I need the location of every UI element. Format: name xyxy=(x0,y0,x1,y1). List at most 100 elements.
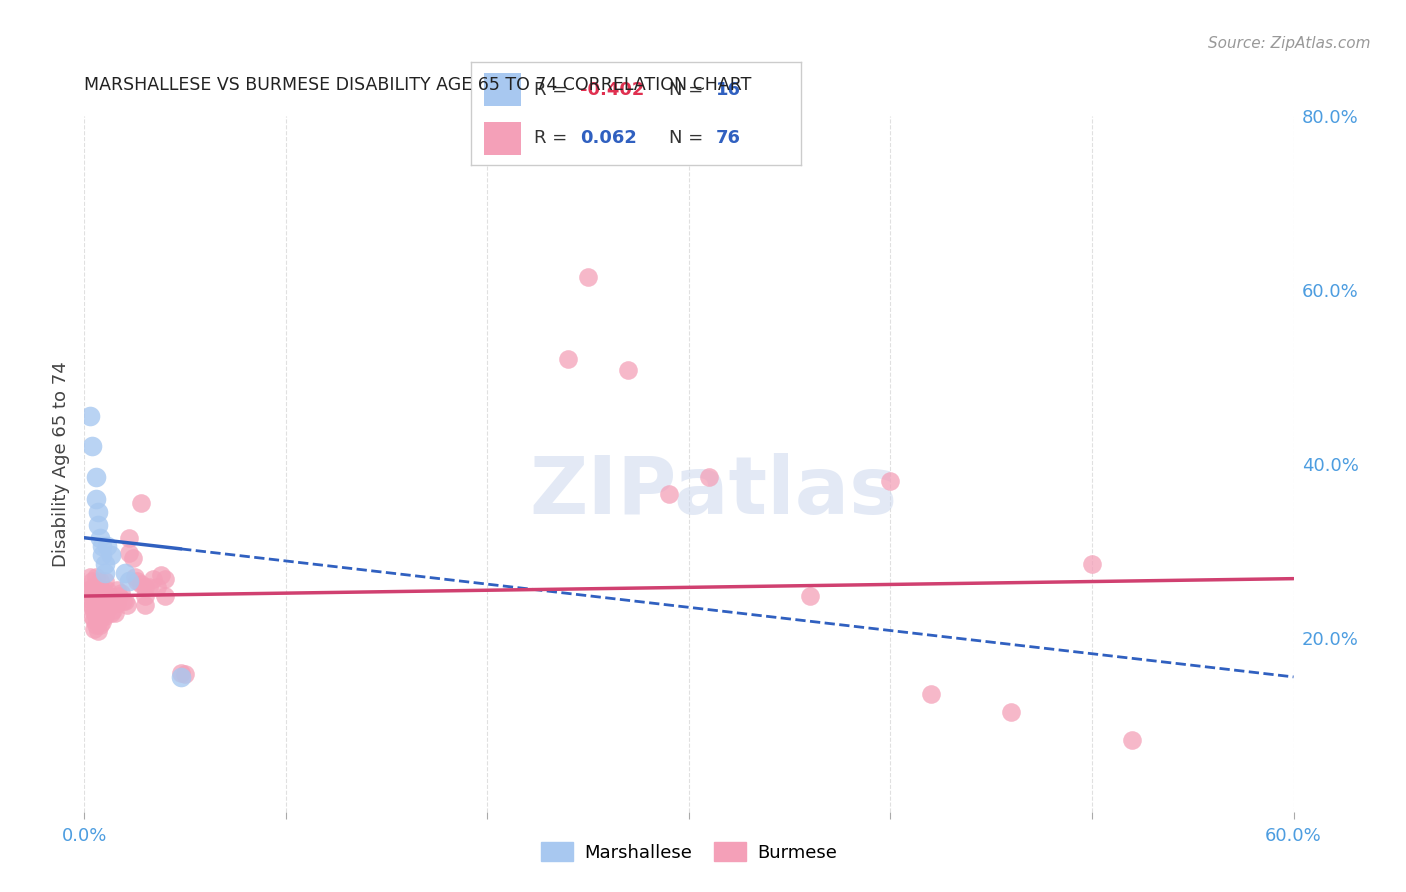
Point xyxy=(83,614,105,628)
Point xyxy=(111,594,134,608)
Point xyxy=(87,505,110,519)
Point xyxy=(142,572,165,586)
Point xyxy=(79,409,101,423)
Point xyxy=(79,596,101,610)
Point xyxy=(124,570,146,584)
Point xyxy=(89,617,111,632)
Point xyxy=(104,607,127,621)
Point xyxy=(617,363,640,377)
Point xyxy=(100,548,122,562)
Point xyxy=(89,531,111,545)
Point xyxy=(697,470,720,484)
Point xyxy=(97,600,120,615)
Point xyxy=(87,596,110,610)
Point xyxy=(83,578,105,592)
Text: -0.402: -0.402 xyxy=(581,80,644,99)
Point xyxy=(658,487,681,501)
Point xyxy=(86,491,108,506)
Text: N =: N = xyxy=(669,128,709,147)
Point xyxy=(93,609,115,624)
Point xyxy=(86,600,108,615)
Point xyxy=(82,440,104,454)
Point xyxy=(107,589,129,603)
Point xyxy=(114,594,136,608)
Point xyxy=(153,589,176,603)
Point xyxy=(86,591,108,606)
Legend: Marshallese, Burmese: Marshallese, Burmese xyxy=(534,835,844,869)
Point xyxy=(576,269,599,284)
Point xyxy=(79,582,101,597)
Point xyxy=(91,605,114,619)
Point xyxy=(87,624,110,638)
Point xyxy=(115,598,138,612)
Point xyxy=(83,622,105,636)
Point xyxy=(96,596,118,610)
Text: Source: ZipAtlas.com: Source: ZipAtlas.com xyxy=(1208,36,1371,51)
Point xyxy=(134,598,156,612)
Point xyxy=(799,589,821,603)
Point xyxy=(86,609,108,624)
Point xyxy=(87,582,110,597)
Point xyxy=(114,566,136,580)
Point xyxy=(118,574,141,589)
Point xyxy=(149,568,172,582)
Point xyxy=(134,589,156,603)
Point xyxy=(93,566,115,580)
Point xyxy=(82,587,104,601)
Point xyxy=(96,540,118,554)
Point xyxy=(100,594,122,608)
Point xyxy=(93,598,115,612)
Point xyxy=(82,574,104,589)
Point xyxy=(89,598,111,612)
Point xyxy=(101,591,124,606)
Point xyxy=(83,591,105,606)
Point xyxy=(134,580,156,594)
Point xyxy=(146,580,169,594)
Point xyxy=(93,585,115,599)
Point xyxy=(129,496,152,510)
Point xyxy=(125,574,148,589)
Point xyxy=(118,545,141,559)
Point xyxy=(170,665,193,680)
Y-axis label: Disability Age 65 to 74: Disability Age 65 to 74 xyxy=(52,361,70,566)
Point xyxy=(86,617,108,632)
Text: R =: R = xyxy=(534,80,572,99)
Point xyxy=(87,615,110,629)
Text: R =: R = xyxy=(534,128,578,147)
Point xyxy=(86,570,108,584)
Point xyxy=(91,582,114,597)
Text: N =: N = xyxy=(669,80,709,99)
Point xyxy=(91,615,114,629)
Point xyxy=(1121,733,1143,747)
Point xyxy=(77,582,100,597)
Point xyxy=(86,580,108,594)
Point xyxy=(91,594,114,608)
Point xyxy=(79,570,101,584)
Point xyxy=(87,517,110,532)
Point xyxy=(121,550,143,565)
Point xyxy=(129,577,152,591)
FancyBboxPatch shape xyxy=(484,122,520,155)
Point xyxy=(87,607,110,621)
Point xyxy=(93,557,115,571)
Point xyxy=(82,609,104,624)
Point xyxy=(89,587,111,601)
Point xyxy=(170,670,193,684)
Point xyxy=(82,600,104,615)
Text: MARSHALLESE VS BURMESE DISABILITY AGE 65 TO 74 CORRELATION CHART: MARSHALLESE VS BURMESE DISABILITY AGE 65… xyxy=(84,76,752,94)
Point xyxy=(89,609,111,624)
Point xyxy=(105,582,128,597)
Point xyxy=(1000,705,1022,719)
Text: 16: 16 xyxy=(716,80,741,99)
Point xyxy=(83,605,105,619)
Point xyxy=(557,352,579,367)
Point xyxy=(153,572,176,586)
Point xyxy=(1081,557,1104,571)
Point xyxy=(110,585,132,599)
Point xyxy=(93,574,115,589)
Point xyxy=(89,574,111,589)
Point xyxy=(138,580,160,594)
Point xyxy=(97,589,120,603)
Text: ZIPatlas: ZIPatlas xyxy=(529,452,897,531)
Text: 0.062: 0.062 xyxy=(581,128,637,147)
